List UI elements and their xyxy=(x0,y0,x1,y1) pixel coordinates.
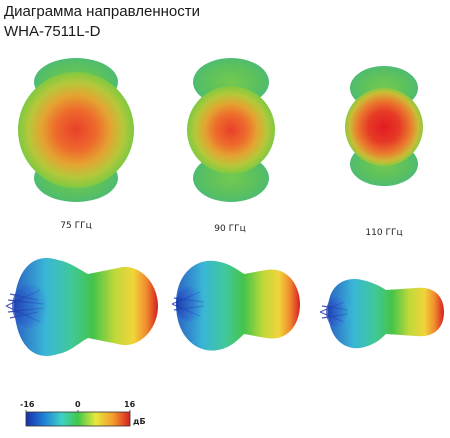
front-view-90 xyxy=(187,58,275,202)
front-view-110 xyxy=(345,66,423,186)
scale-max-label: 16 xyxy=(124,400,136,409)
title-text: Диаграмма направленности xyxy=(4,3,200,20)
side-view-90 xyxy=(171,260,300,351)
page-title: Диаграмма направленности WHA-7511L-D xyxy=(4,2,200,42)
color-scale xyxy=(25,410,131,427)
frequency-label-75: 75 ГГц xyxy=(60,221,92,231)
scale-mid-label: 0 xyxy=(75,400,81,409)
model-name: WHA-7511L-D xyxy=(4,23,101,40)
frequency-label-110: 110 ГГц xyxy=(365,228,403,238)
scale-unit-label: дБ xyxy=(133,417,146,426)
scale-min-label: -16 xyxy=(20,400,35,409)
front-view-75 xyxy=(18,58,134,202)
side-view-110 xyxy=(319,279,444,349)
frequency-label-90: 90 ГГц xyxy=(214,224,246,234)
side-view-75 xyxy=(5,257,158,356)
